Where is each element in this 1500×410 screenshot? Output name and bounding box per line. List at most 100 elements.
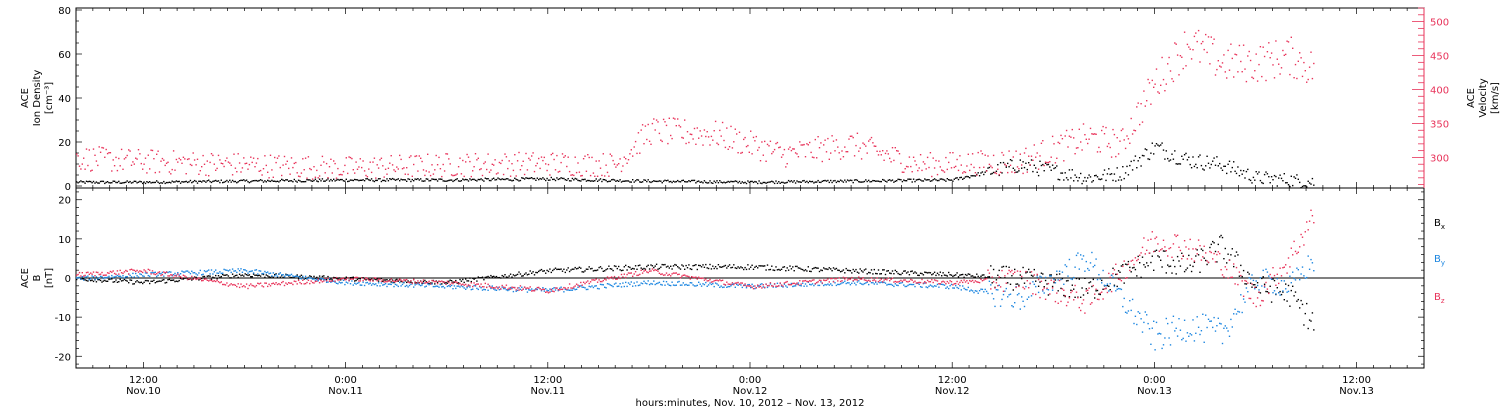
bz-point	[674, 272, 676, 274]
by-point	[935, 285, 937, 287]
by-point	[215, 269, 217, 271]
bx-point	[619, 269, 621, 271]
bx-point	[1150, 261, 1152, 264]
bz-point	[679, 277, 682, 279]
bz-point	[1297, 251, 1299, 253]
velocity-point	[281, 174, 283, 177]
velocity-point	[185, 173, 187, 175]
bz-point	[924, 281, 926, 283]
by-point	[772, 286, 774, 288]
density-point	[618, 180, 620, 182]
density-point	[240, 179, 242, 181]
velocity-point	[390, 155, 392, 157]
by-point	[220, 272, 222, 275]
by-point	[185, 270, 187, 272]
bz-point	[796, 282, 798, 284]
density-point	[154, 181, 156, 184]
bx-point	[1002, 265, 1005, 268]
by-point	[803, 285, 805, 287]
velocity-point	[696, 127, 698, 129]
velocity-point	[149, 168, 151, 170]
density-point	[83, 181, 85, 183]
bx-point	[644, 268, 647, 270]
bz-point	[1259, 304, 1262, 307]
density-point	[1255, 171, 1257, 173]
bz-point	[309, 282, 311, 285]
bx-point	[752, 268, 755, 270]
density-point	[1143, 155, 1145, 157]
velocity-point	[740, 152, 742, 154]
velocity-point	[384, 168, 387, 170]
density-point	[1287, 184, 1290, 186]
by-point	[188, 271, 190, 273]
velocity-point	[1272, 64, 1274, 66]
by-point	[1249, 278, 1252, 280]
bx-point	[661, 263, 663, 266]
density-point	[116, 181, 119, 184]
velocity-point	[254, 166, 256, 168]
bx-point	[1137, 255, 1139, 258]
bz-point	[987, 269, 989, 271]
bx-point	[800, 268, 802, 270]
by-point	[1306, 276, 1308, 279]
bz-point	[401, 280, 404, 282]
velocity-point	[514, 154, 516, 156]
velocity-point	[748, 151, 750, 153]
bz-point	[295, 280, 297, 283]
velocity-point	[717, 143, 720, 146]
velocity-point	[779, 146, 781, 148]
by-point	[1014, 302, 1016, 304]
bz-point	[377, 278, 380, 280]
velocity-point	[550, 153, 552, 156]
bz-point	[609, 276, 611, 279]
velocity-point	[1110, 156, 1113, 158]
by-point	[1060, 278, 1062, 281]
bz-point	[932, 281, 934, 284]
velocity-point	[170, 173, 172, 175]
bx-point	[518, 271, 520, 273]
by-point	[802, 282, 804, 284]
by-point	[257, 273, 259, 275]
bx-point	[926, 272, 929, 274]
by-point	[102, 277, 105, 280]
by-point	[420, 284, 422, 287]
bz-point	[234, 284, 237, 286]
by-point	[1255, 280, 1257, 282]
bx-point	[1070, 289, 1072, 291]
bx-point	[1289, 305, 1291, 307]
bx-point	[700, 266, 703, 268]
by-point	[995, 289, 998, 291]
bz-point	[356, 276, 359, 279]
bx-point	[457, 282, 460, 284]
bx-point	[477, 276, 479, 278]
bz-point	[1176, 234, 1179, 236]
by-point	[88, 279, 90, 281]
x-tick-label-time: 0:00	[739, 375, 761, 386]
density-point	[1279, 174, 1281, 176]
density-point	[1266, 173, 1269, 175]
bx-point	[1095, 290, 1097, 292]
by-point	[806, 285, 808, 287]
velocity-point	[241, 167, 244, 169]
bx-point	[1088, 282, 1090, 284]
density-point	[960, 176, 962, 179]
density-point	[1296, 174, 1298, 176]
by-point	[160, 273, 162, 275]
by-point	[238, 270, 241, 272]
bx-point	[139, 281, 141, 284]
velocity-point	[963, 171, 965, 173]
by-point	[1026, 298, 1028, 300]
bz-point	[1095, 288, 1097, 290]
by-point	[839, 283, 842, 285]
velocity-point	[713, 130, 715, 132]
density-point	[453, 179, 456, 182]
by-point	[279, 272, 281, 274]
by-point	[1122, 305, 1124, 308]
velocity-point	[491, 163, 493, 165]
by-point	[223, 268, 225, 271]
bz-point	[538, 286, 540, 289]
density-point	[685, 181, 687, 183]
bx-point	[92, 280, 95, 283]
density-point	[714, 181, 717, 184]
bz-point	[1272, 267, 1274, 269]
